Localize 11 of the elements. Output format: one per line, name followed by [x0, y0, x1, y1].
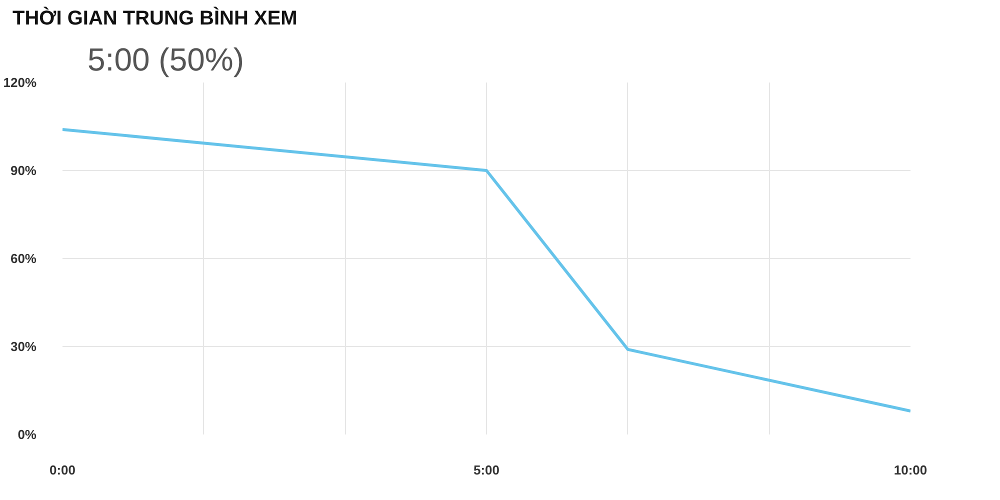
- x-tick-label: 0:00: [49, 462, 76, 478]
- y-tick-label: 120%: [3, 75, 37, 90]
- y-tick-label: 90%: [10, 163, 37, 178]
- x-tick-label: 10:00: [894, 462, 928, 478]
- chart-subtitle: 5:00 (50%): [88, 42, 244, 78]
- line-series: [62, 128, 910, 413]
- y-tick-label: 30%: [10, 339, 37, 354]
- y-tick-label: 0%: [18, 427, 37, 442]
- x-tick-label: 5:00: [473, 462, 500, 478]
- chart-title: THỜI GIAN TRUNG BÌNH XEM: [12, 6, 298, 30]
- y-tick-label: 60%: [10, 251, 37, 266]
